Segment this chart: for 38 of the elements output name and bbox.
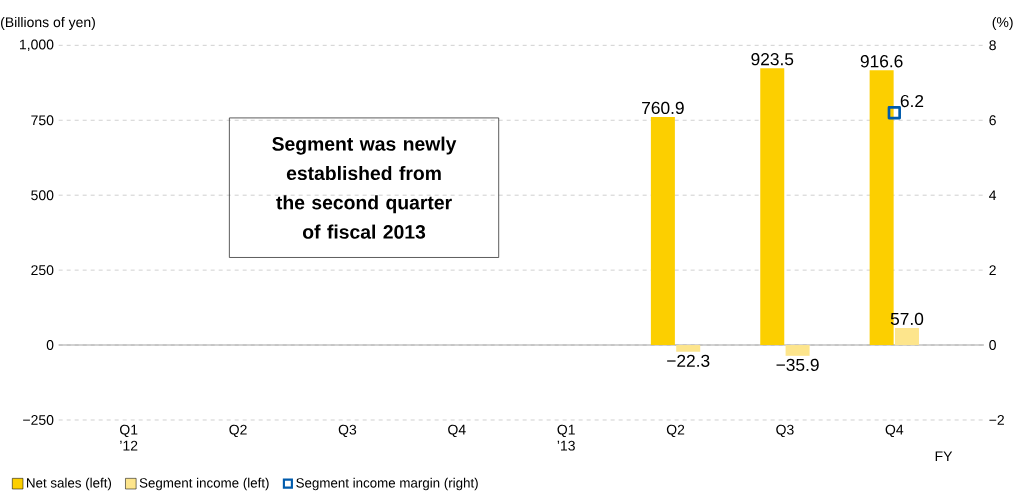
y2-tick-label: −2 bbox=[989, 415, 1004, 425]
x-tick-label: Q4 bbox=[448, 424, 466, 438]
x-tick-label: Q3 bbox=[338, 424, 357, 438]
data-label: 923.5 bbox=[751, 53, 794, 66]
bar bbox=[650, 116, 675, 346]
x-tick-label: Q4 bbox=[885, 424, 904, 438]
y2-tick-label: 2 bbox=[989, 265, 996, 276]
y-tick-label: 500 bbox=[31, 190, 54, 201]
legend-label: Segment income margin (right) bbox=[296, 477, 478, 491]
data-label: 760.9 bbox=[642, 101, 684, 115]
x-tick-label: Q2 bbox=[229, 424, 247, 438]
x-tick-label: Q3 bbox=[776, 424, 794, 438]
y2-tick-label: 6 bbox=[989, 115, 996, 126]
y2-tick-label: 0 bbox=[989, 340, 996, 351]
y2-tick-label: 8 bbox=[989, 40, 996, 51]
x-axis-title: FY bbox=[935, 451, 953, 461]
y2-axis-title: (%) bbox=[992, 16, 1013, 30]
bar bbox=[676, 345, 701, 352]
annotation: Segment was newly established from the second quarter of fiscal 2013 bbox=[272, 136, 457, 239]
bar bbox=[760, 68, 785, 346]
x-tick-label: Q1 ’12 bbox=[120, 424, 138, 451]
legend-label: Net sales (left) bbox=[27, 477, 112, 491]
data-label: 916.6 bbox=[860, 55, 903, 68]
y-tick-label: −250 bbox=[23, 415, 54, 425]
data-label: 6.2 bbox=[900, 94, 924, 108]
data-label: −35.9 bbox=[776, 358, 819, 372]
y-axis-title: (Billions of yen) bbox=[1, 16, 95, 30]
x-tick-label: Q2 bbox=[666, 424, 685, 438]
y-tick-label: 250 bbox=[31, 265, 54, 276]
legend-label: Segment income (left) bbox=[139, 477, 269, 491]
bar bbox=[894, 327, 919, 346]
y-tick-label: 0 bbox=[46, 340, 54, 351]
bar bbox=[785, 345, 810, 356]
y-tick-label: 750 bbox=[31, 115, 54, 126]
x-tick-label: Q1 ’13 bbox=[557, 424, 575, 451]
data-label: −22.3 bbox=[667, 354, 710, 367]
y-tick-label: 1,000 bbox=[20, 39, 54, 52]
y2-tick-label: 4 bbox=[989, 190, 997, 200]
